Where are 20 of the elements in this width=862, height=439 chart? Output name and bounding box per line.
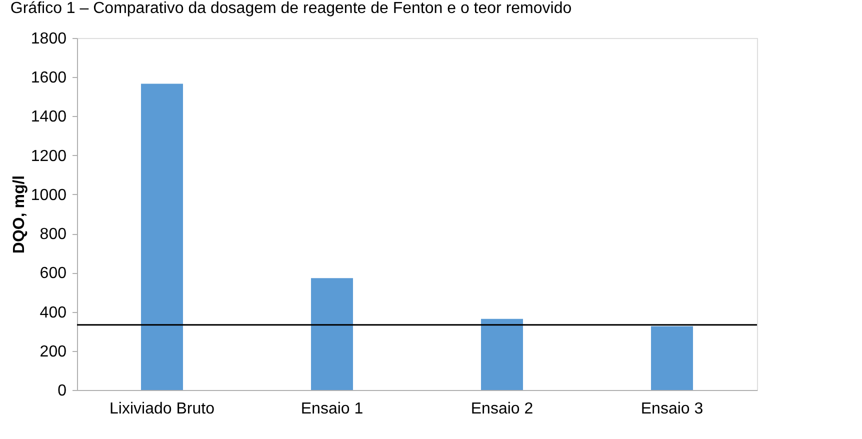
bar	[311, 278, 353, 390]
x-tick-label: Ensaio 3	[640, 400, 704, 418]
y-tick-label: 1400	[30, 108, 67, 126]
x-tick-label: Ensaio 1	[300, 400, 364, 418]
x-tick-label: Ensaio 2	[470, 400, 534, 418]
bar	[481, 318, 523, 390]
y-tick-label: 1800	[30, 30, 67, 48]
y-tick-label: 1600	[30, 70, 67, 87]
y-axis-title: DQO, mg/l	[10, 175, 28, 254]
y-tick-label: 600	[40, 265, 67, 282]
x-tick-label: Lixiviado Bruto	[110, 400, 215, 418]
bar	[141, 84, 183, 390]
y-tick-label: 1200	[30, 148, 67, 165]
chart-title: Gráfico 1 – Comparativo da dosagem de reagente de Fenton e o teor removido	[10, 0, 572, 17]
y-tick-label: 800	[40, 226, 67, 244]
y-tick-label: 200	[40, 343, 67, 360]
bar	[651, 326, 693, 390]
y-tick-label: 1000	[30, 186, 67, 204]
y-tick-label: 400	[40, 304, 67, 322]
y-tick-label: 0	[58, 382, 67, 400]
